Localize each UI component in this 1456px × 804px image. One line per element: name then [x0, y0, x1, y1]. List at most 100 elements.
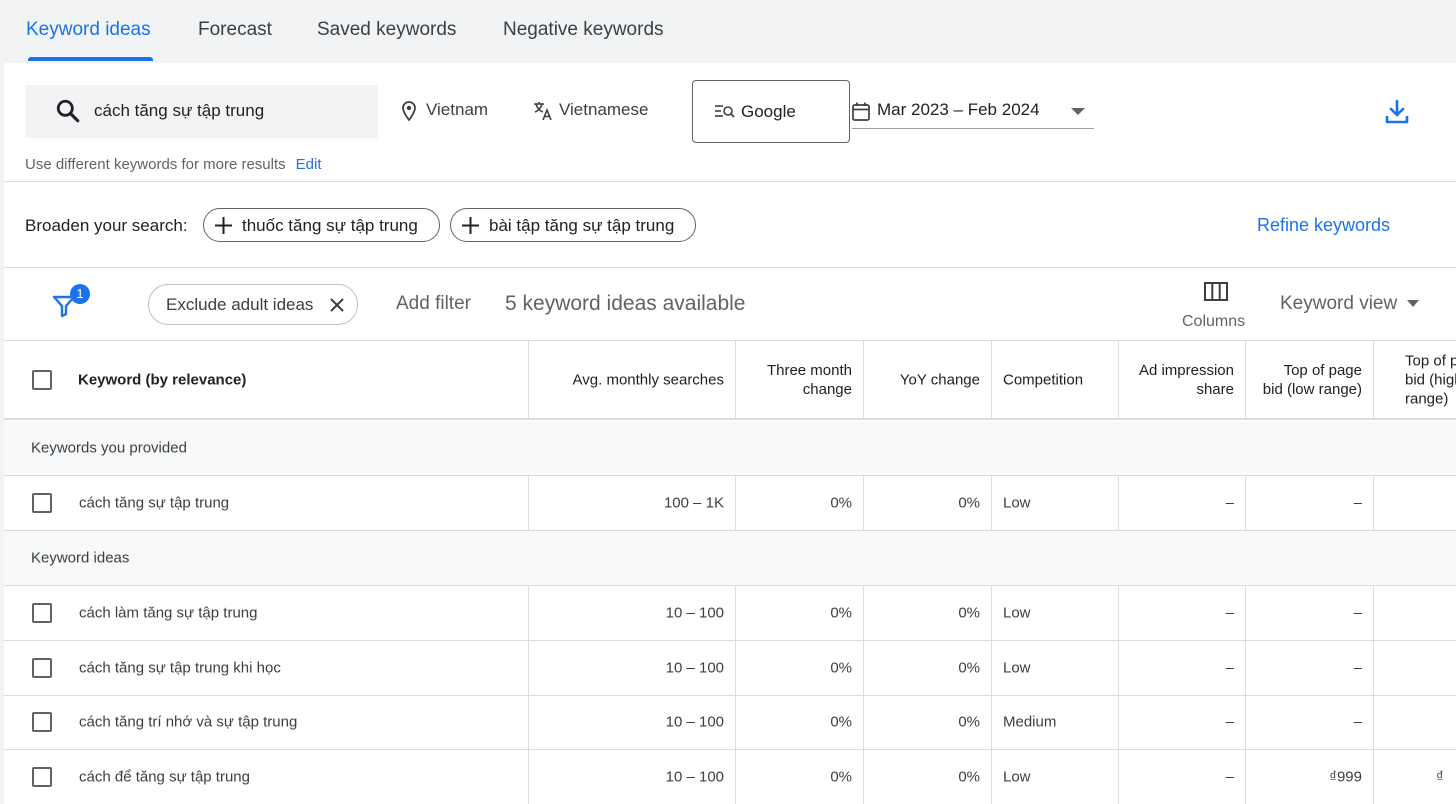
keyword-text: cách để tăng sự tập trung — [79, 768, 250, 785]
row-checkbox[interactable] — [32, 712, 52, 732]
language-label: Vietnamese — [559, 100, 649, 119]
row-checkbox[interactable] — [32, 603, 52, 623]
avg-cell: 10 – 100 — [529, 640, 736, 695]
keyword-search-input[interactable]: cách tăng sự tập trung — [25, 85, 378, 138]
header-avg-monthly-searches[interactable]: Avg. monthly searches — [529, 341, 736, 418]
top-low-cell: – — [1246, 695, 1374, 749]
columns-button[interactable]: Columns — [1174, 279, 1264, 335]
date-range-selector[interactable]: Mar 2023 – Feb 2024 — [852, 93, 1094, 129]
plus-icon — [462, 217, 479, 234]
keyword-cell: cách tăng sự tập trung khi học — [4, 640, 529, 695]
three-month-cell: 0% — [736, 586, 864, 640]
competition-cell: Medium — [992, 695, 1119, 749]
yoy-cell: 0% — [864, 749, 992, 804]
chevron-down-icon — [1071, 108, 1085, 115]
header-competition[interactable]: Competition — [992, 341, 1119, 418]
competition-cell: Low — [992, 476, 1119, 530]
three-month-cell: 0% — [736, 749, 864, 804]
close-icon[interactable] — [329, 297, 345, 313]
top-high-cell — [1374, 586, 1456, 640]
table-row[interactable]: cách để tăng sự tập trung 10 – 100 0% 0% Low… — [4, 749, 1456, 804]
top-high-cell — [1374, 641, 1456, 695]
header-three-month-change[interactable]: Three month change — [736, 341, 864, 418]
divider — [4, 181, 1456, 182]
ideas-count: 5 keyword ideas available — [505, 292, 746, 315]
competition-cell: Low — [992, 586, 1119, 640]
columns-icon — [1204, 282, 1228, 301]
top-high-cell — [1374, 476, 1456, 530]
select-all-checkbox[interactable] — [32, 369, 52, 390]
language-selector[interactable]: Vietnamese — [533, 100, 649, 121]
plus-icon — [215, 217, 232, 234]
top-low-cell: – — [1246, 476, 1374, 530]
filter-count-badge: 1 — [70, 284, 90, 304]
tab-keyword-ideas[interactable]: Keyword ideas — [26, 19, 151, 40]
three-month-cell: 0% — [736, 640, 864, 695]
yoy-cell: 0% — [864, 586, 992, 640]
main-panel: cách tăng sự tập trung Vietnam Vietnames… — [4, 63, 1456, 804]
keyword-cell: cách tăng trí nhớ và sự tập trung — [4, 695, 529, 749]
translate-icon — [534, 102, 552, 121]
broaden-chip-2[interactable]: bài tập tăng sự tập trung — [450, 208, 696, 242]
hint-text: Use different keywords for more results — [25, 156, 286, 173]
ad-share-cell: – — [1119, 586, 1246, 640]
group-header-ideas: Keyword ideas — [4, 531, 1456, 586]
header-ad-impression-share[interactable]: Ad impression share — [1119, 341, 1246, 418]
location-selector[interactable]: Vietnam — [402, 100, 488, 121]
calendar-icon — [852, 102, 870, 121]
location-pin-icon — [402, 101, 416, 121]
three-month-cell: 0% — [736, 476, 864, 530]
ad-share-cell: – — [1119, 476, 1246, 530]
table-row[interactable]: cách tăng sự tập trung 100 – 1K 0% 0% Low – – — [4, 476, 1456, 531]
header-top-bid-low[interactable]: Top of page bid (low range) — [1246, 341, 1374, 418]
keyword-hint: Use different keywords for more results E… — [25, 156, 322, 173]
group-header-provided: Keywords you provided — [4, 421, 1456, 476]
table-row[interactable]: cách làm tăng sự tập trung 10 – 100 0% 0% Lo… — [4, 586, 1456, 641]
ad-share-cell: – — [1119, 640, 1246, 695]
columns-label: Columns — [1182, 313, 1246, 330]
add-filter-button[interactable]: Add filter — [396, 293, 471, 314]
competition-cell: Low — [992, 640, 1119, 695]
tab-forecast[interactable]: Forecast — [198, 19, 272, 40]
refine-keywords-button[interactable]: Refine keywords — [1257, 215, 1391, 235]
tab-saved-keywords[interactable]: Saved keywords — [317, 19, 457, 40]
broaden-chip-1[interactable]: thuốc tăng sự tập trung — [203, 208, 440, 242]
header-top-bid-high[interactable]: Top of page bid (high range) — [1405, 352, 1456, 407]
keyword-cell: cách tăng sự tập trung — [4, 476, 529, 530]
active-tab-indicator — [28, 57, 153, 61]
search-query: cách tăng sự tập trung — [94, 101, 265, 120]
search-network-icon — [715, 105, 735, 118]
avg-cell: 10 – 100 — [529, 749, 736, 804]
exclude-adult-chip[interactable]: Exclude adult ideas — [148, 284, 358, 325]
search-network-selector[interactable]: Google — [692, 80, 850, 143]
table-row[interactable]: cách tăng sự tập trung khi học 10 – 100 0%… — [4, 640, 1456, 696]
header-keyword[interactable]: Keyword (by relevance) — [4, 341, 529, 418]
table-header: Keyword (by relevance) Avg. monthly sear… — [4, 341, 1456, 420]
yoy-cell: 0% — [864, 640, 992, 695]
row-checkbox[interactable] — [32, 766, 52, 787]
filter-button[interactable]: 1 — [50, 284, 90, 320]
row-checkbox[interactable] — [32, 657, 52, 678]
broaden-label: Broaden your search: — [25, 216, 188, 235]
yoy-cell: 0% — [864, 476, 992, 530]
broaden-chip-label: thuốc tăng sự tập trung — [242, 216, 418, 235]
row-checkbox[interactable] — [32, 493, 52, 513]
keyword-text: cách tăng sự tập trung khi học — [79, 659, 281, 676]
keyword-text: cách tăng sự tập trung — [79, 494, 230, 512]
keyword-view-selector[interactable]: Keyword view — [1280, 293, 1420, 315]
date-range-label: Mar 2023 – Feb 2024 — [877, 100, 1040, 119]
top-high-cell: ₫ — [1436, 768, 1444, 785]
table-row[interactable]: cách tăng trí nhớ và sự tập trung 10 – 10… — [4, 695, 1456, 750]
ad-share-cell: – — [1119, 695, 1246, 749]
top-high-cell — [1374, 695, 1456, 749]
ad-share-cell: – — [1119, 749, 1246, 804]
top-low-cell: ₫999 — [1246, 749, 1374, 804]
download-icon[interactable] — [1385, 99, 1409, 125]
avg-cell: 10 – 100 — [529, 586, 736, 640]
avg-cell: 100 – 1K — [529, 476, 736, 530]
divider — [4, 340, 1456, 341]
tab-negative-keywords[interactable]: Negative keywords — [503, 19, 664, 40]
edit-link[interactable]: Edit — [295, 156, 322, 173]
keyword-cell: cách làm tăng sự tập trung — [4, 586, 529, 640]
header-yoy-change[interactable]: YoY change — [864, 341, 992, 418]
